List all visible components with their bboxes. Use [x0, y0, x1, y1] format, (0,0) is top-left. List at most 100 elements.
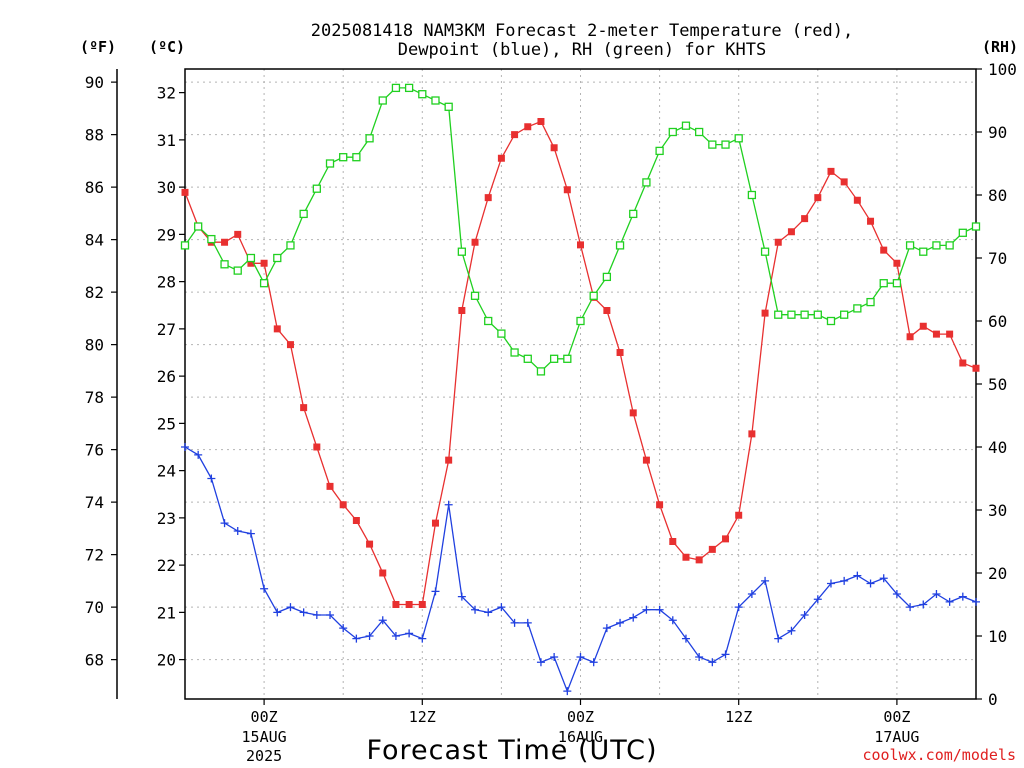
rh-point — [378, 96, 387, 105]
temperature-point — [603, 307, 611, 314]
rh-point — [299, 209, 308, 219]
temperature-point — [260, 259, 268, 267]
temperature-point — [695, 556, 703, 564]
temperature-point — [946, 330, 954, 338]
credit-text: coolwx.com/models — [862, 746, 1016, 764]
left-unit-fahrenheit: (ºF) — [80, 38, 116, 56]
rh-point — [510, 348, 519, 357]
temperature-point — [642, 456, 650, 464]
tick-label-fahrenheit: 82 — [85, 283, 104, 302]
dewpoint-point — [471, 605, 480, 614]
tick-label-celsius: 22 — [157, 556, 176, 575]
temperature-point — [748, 430, 756, 438]
rh-point — [180, 241, 190, 250]
tick-label-date: 17AUG — [874, 728, 919, 746]
temperature-point — [893, 259, 901, 267]
tick-label-celsius: 23 — [157, 509, 176, 528]
rh-point — [681, 121, 691, 130]
tick-label-rh: 0 — [988, 690, 998, 709]
tick-label-fahrenheit: 90 — [85, 73, 104, 92]
dewpoint-point — [958, 592, 967, 601]
dewpoint-point — [840, 576, 849, 585]
tick-label-celsius: 21 — [157, 603, 176, 622]
tick-label-fahrenheit: 88 — [85, 126, 104, 145]
dewpoint-point — [616, 618, 625, 627]
temperature-point — [418, 601, 426, 608]
chart-title-line2: Dewpoint (blue), RH (green) for KHTS — [398, 40, 766, 60]
rh-point — [615, 241, 625, 250]
rh-point — [708, 140, 717, 149]
dewpoint-point — [721, 650, 730, 659]
rh-point — [932, 241, 941, 250]
temperature-point — [392, 601, 400, 608]
dewpoint-point — [642, 605, 651, 614]
rh-point — [523, 354, 532, 363]
dewpoint-point — [906, 603, 915, 612]
series-layer — [180, 83, 981, 696]
rh-point — [404, 83, 414, 93]
tick-label-rh: 10 — [988, 627, 1007, 646]
tick-label-rh: 70 — [988, 249, 1007, 268]
dewpoint-point — [194, 450, 203, 459]
rh-point — [866, 297, 875, 307]
rh-point — [642, 178, 651, 187]
chart-title-line1: 2025081418 NAM3KM Forecast 2-meter Tempe… — [311, 21, 853, 41]
rh-point — [905, 241, 915, 250]
tick-label-celsius: 24 — [157, 462, 176, 481]
tick-label-rh: 80 — [988, 186, 1007, 205]
temperature-point — [445, 456, 453, 464]
tick-label-celsius: 32 — [157, 84, 176, 103]
tick-label-rh: 30 — [988, 501, 1007, 520]
dewpoint-point — [761, 576, 770, 585]
tick-label-time: 12Z — [409, 708, 436, 726]
dewpoint-point — [233, 527, 242, 535]
temperature-point — [511, 131, 519, 139]
temperature-point — [537, 118, 545, 125]
rh-point — [325, 159, 335, 168]
temperature-point — [339, 501, 347, 509]
dewpoint-point — [853, 571, 862, 580]
tick-label-fahrenheit: 70 — [85, 598, 104, 617]
rh-point — [233, 266, 242, 275]
rh-point — [576, 316, 585, 326]
rh-point — [220, 260, 229, 269]
dewpoint-point — [510, 618, 519, 627]
temperature-point — [313, 443, 321, 451]
rh-point — [194, 222, 203, 231]
temperature-point — [234, 230, 242, 238]
rh-point — [484, 316, 493, 326]
x-axis-title: Forecast Time (UTC) — [366, 735, 657, 766]
temperature-point — [286, 341, 294, 349]
temperature-point — [682, 553, 690, 561]
temperature-point — [221, 238, 229, 246]
temperature-point — [787, 228, 795, 236]
tick-label-celsius: 29 — [157, 225, 176, 244]
tick-label-fahrenheit: 72 — [85, 546, 104, 565]
temperature-point — [326, 482, 334, 490]
dewpoint-point — [589, 658, 598, 667]
tick-label-date: 16AUG — [558, 728, 603, 746]
tick-label-rh: 20 — [988, 564, 1007, 583]
temperature-point — [563, 186, 571, 194]
tick-label-time: 12Z — [725, 708, 752, 726]
dewpoint-series — [181, 443, 980, 696]
rh-point — [563, 354, 572, 363]
rh-point — [774, 310, 783, 319]
rh-point — [747, 190, 757, 200]
rh-point — [497, 329, 506, 338]
dewpoint-point — [339, 624, 348, 633]
dewpoint-point — [444, 500, 453, 509]
temperature-point — [524, 123, 532, 131]
dewpoint-point — [655, 605, 664, 614]
temperature-point — [867, 217, 875, 225]
rh-point — [536, 367, 546, 376]
dewpoint-point — [602, 624, 611, 633]
dewpoint-point — [932, 590, 941, 598]
rh-point — [391, 83, 401, 93]
dewpoint-point — [246, 529, 255, 538]
rh-point — [971, 222, 981, 231]
tick-label-fahrenheit: 78 — [85, 388, 104, 407]
dewpoint-point — [207, 474, 216, 483]
rh-point — [457, 247, 467, 256]
rh-point — [760, 247, 770, 256]
